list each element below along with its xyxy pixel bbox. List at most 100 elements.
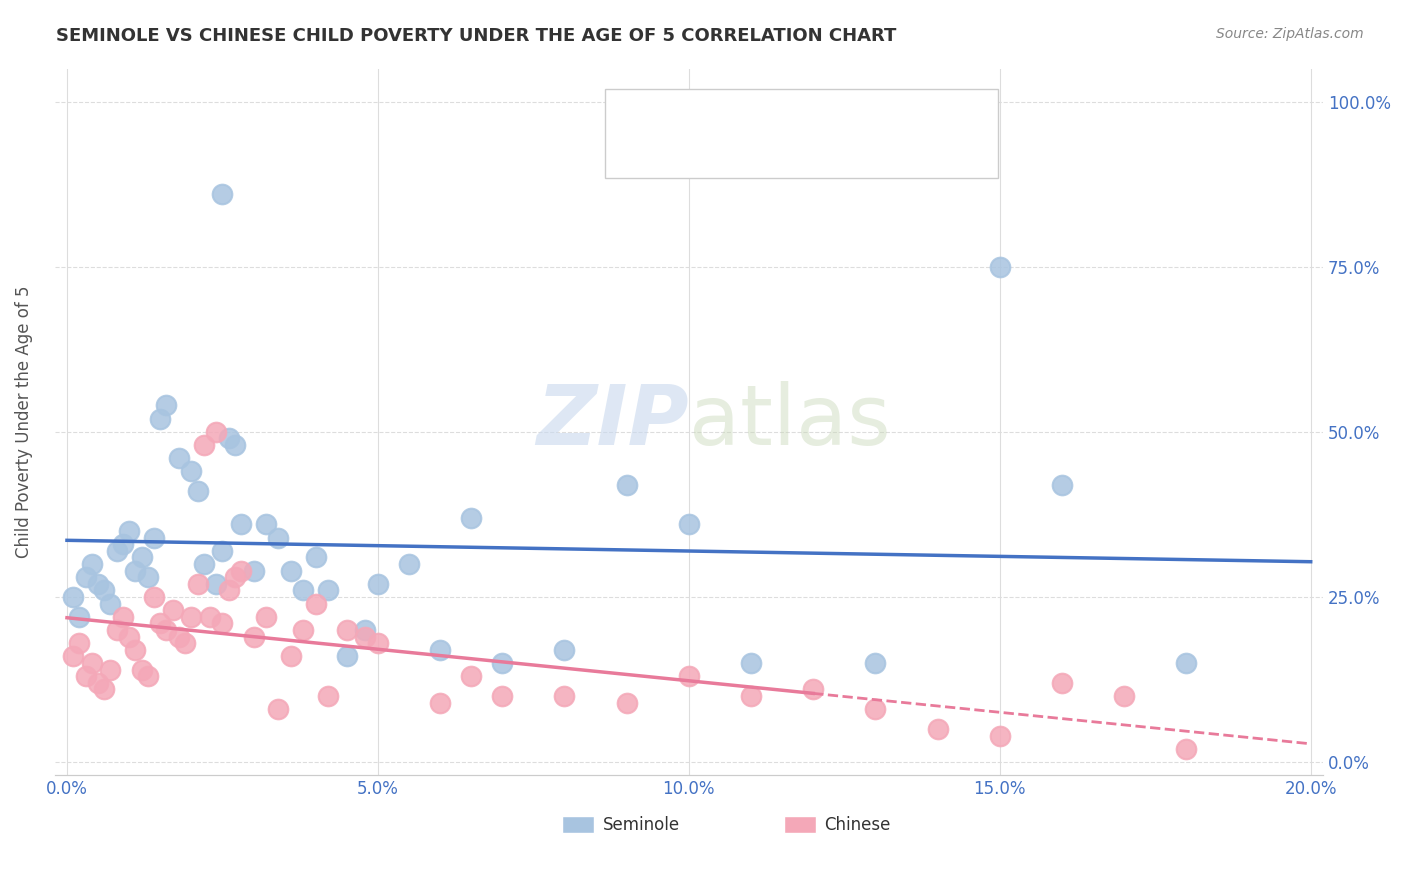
Point: [155, 398, 177, 412]
Point: [62, 590, 84, 604]
Bar: [623, 137, 655, 162]
Point: [367, 576, 389, 591]
Point: [211, 543, 233, 558]
Point: [87, 576, 110, 591]
Text: ZIP: ZIP: [536, 382, 689, 462]
Text: R =: R =: [669, 109, 700, 127]
Point: [143, 590, 166, 604]
Point: [205, 576, 228, 591]
Point: [155, 623, 177, 637]
Text: Seminole: Seminole: [603, 816, 679, 834]
Text: N = 47: N = 47: [838, 109, 900, 127]
Point: [174, 636, 197, 650]
Point: [267, 531, 290, 545]
Point: [93, 583, 115, 598]
Text: Chinese: Chinese: [824, 816, 891, 834]
Point: [316, 689, 339, 703]
Point: [105, 623, 128, 637]
Point: [1114, 689, 1136, 703]
Point: [136, 669, 159, 683]
Point: [254, 609, 277, 624]
Point: [205, 425, 228, 439]
Point: [254, 517, 277, 532]
Point: [429, 642, 451, 657]
Point: [429, 696, 451, 710]
Point: [491, 656, 513, 670]
Point: [80, 656, 103, 670]
Point: [75, 570, 97, 584]
Point: [167, 451, 190, 466]
Y-axis label: Child Poverty Under the Age of 5: Child Poverty Under the Age of 5: [15, 285, 32, 558]
Point: [229, 564, 252, 578]
Point: [118, 630, 141, 644]
Point: [740, 689, 762, 703]
Text: 0.073: 0.073: [721, 109, 779, 127]
Text: R =: R =: [669, 141, 700, 159]
Point: [193, 438, 215, 452]
Point: [180, 465, 202, 479]
Point: [67, 636, 90, 650]
FancyBboxPatch shape: [785, 815, 815, 833]
Point: [162, 603, 184, 617]
Point: [131, 550, 153, 565]
Point: [1050, 477, 1073, 491]
Point: [398, 557, 420, 571]
Point: [93, 682, 115, 697]
Point: [305, 550, 328, 565]
Point: [136, 570, 159, 584]
Text: -0.065: -0.065: [721, 141, 780, 159]
Point: [105, 543, 128, 558]
Point: [1050, 676, 1073, 690]
Point: [367, 636, 389, 650]
Point: [242, 564, 264, 578]
Point: [1175, 742, 1198, 756]
Point: [180, 609, 202, 624]
Point: [460, 510, 482, 524]
Bar: [623, 105, 655, 130]
Point: [865, 702, 887, 716]
Point: [211, 616, 233, 631]
Text: Source: ZipAtlas.com: Source: ZipAtlas.com: [1216, 27, 1364, 41]
Point: [167, 630, 190, 644]
Point: [211, 187, 233, 202]
Point: [336, 649, 359, 664]
Point: [553, 642, 575, 657]
Point: [316, 583, 339, 598]
Point: [218, 583, 240, 598]
Point: [124, 564, 146, 578]
Point: [149, 616, 172, 631]
Point: [149, 411, 172, 425]
Point: [553, 689, 575, 703]
Point: [224, 438, 246, 452]
Point: [927, 722, 949, 736]
Point: [100, 663, 122, 677]
Point: [187, 576, 209, 591]
Point: [801, 682, 824, 697]
Point: [118, 524, 141, 538]
Point: [100, 597, 122, 611]
Point: [460, 669, 482, 683]
Text: N = 52: N = 52: [838, 141, 900, 159]
Point: [87, 676, 110, 690]
Point: [678, 517, 700, 532]
Point: [131, 663, 153, 677]
Point: [75, 669, 97, 683]
FancyBboxPatch shape: [562, 815, 593, 833]
Point: [229, 517, 252, 532]
Point: [354, 630, 377, 644]
Point: [292, 623, 315, 637]
Point: [224, 570, 246, 584]
Text: SEMINOLE VS CHINESE CHILD POVERTY UNDER THE AGE OF 5 CORRELATION CHART: SEMINOLE VS CHINESE CHILD POVERTY UNDER …: [56, 27, 897, 45]
Point: [267, 702, 290, 716]
Point: [988, 729, 1011, 743]
Point: [678, 669, 700, 683]
Point: [124, 642, 146, 657]
Text: atlas: atlas: [689, 382, 890, 462]
Point: [218, 432, 240, 446]
Point: [865, 656, 887, 670]
Point: [1175, 656, 1198, 670]
Point: [111, 537, 134, 551]
Point: [305, 597, 328, 611]
Point: [988, 260, 1011, 274]
Point: [111, 609, 134, 624]
